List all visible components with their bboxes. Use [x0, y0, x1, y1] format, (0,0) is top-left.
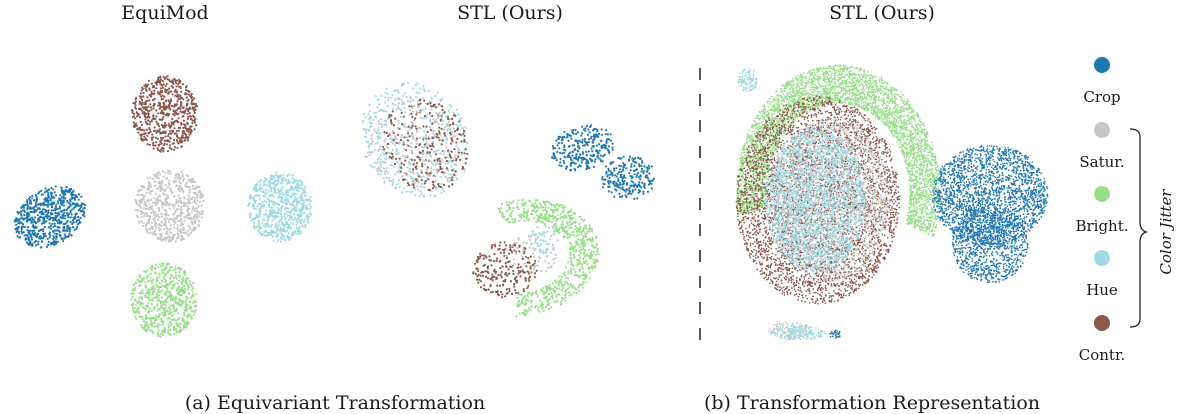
series-satur — [134, 169, 205, 243]
color-jitter-label: Color Jitter — [1157, 189, 1175, 275]
series-hue — [247, 171, 313, 243]
series-hue — [361, 81, 559, 255]
series-bright — [735, 64, 941, 237]
series-bright — [130, 262, 198, 338]
panel-title-equimod: EquiMod — [121, 2, 209, 24]
legend-dot-hue — [1094, 250, 1110, 266]
legend-label-contr: Contr. — [1078, 346, 1126, 364]
legend-dot-crop — [1094, 57, 1110, 73]
caption-b: (b) Transformation Representation — [703, 392, 1041, 414]
legend-dot-contr — [1094, 315, 1110, 331]
caption-a: (a) Equivariant Transformation — [184, 392, 486, 414]
series-crop — [551, 124, 656, 200]
legend-label-satur: Satur. — [1079, 153, 1125, 171]
dashed-divider — [699, 68, 701, 348]
series-hue — [737, 68, 866, 341]
legend-dot-satur — [1094, 122, 1110, 138]
panel-title-stl-a: STL (Ours) — [457, 2, 563, 24]
series-contr — [382, 98, 538, 299]
legend-label-bright: Bright. — [1075, 217, 1129, 235]
series-contr — [131, 75, 199, 153]
panel-title-stl-b: STL (Ours) — [829, 2, 935, 24]
legend-label-hue: Hue — [1086, 281, 1118, 299]
series-crop — [13, 185, 87, 249]
legend-dot-bright — [1094, 186, 1110, 202]
legend-label-crop: Crop — [1083, 88, 1121, 106]
scatter-plots — [13, 64, 1049, 341]
series-bright — [497, 198, 600, 318]
